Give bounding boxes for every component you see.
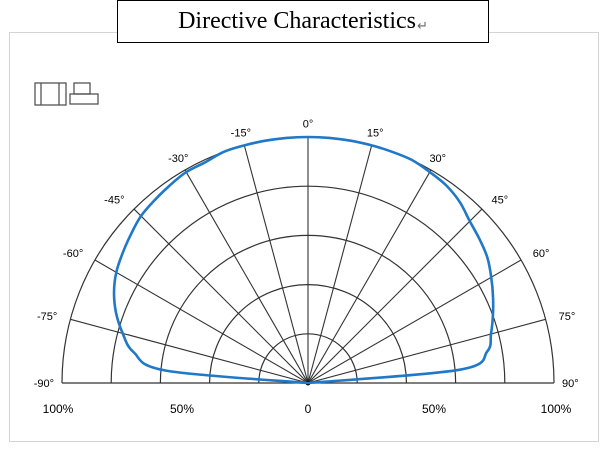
spoke--15 (243, 145, 309, 384)
radial-label: 100% (541, 402, 572, 416)
angle-label: -45° (104, 194, 124, 206)
angle-label: -30° (168, 153, 188, 165)
spoke-30 (307, 169, 432, 384)
directivity-curve-0 (112, 135, 495, 385)
radial-labels: 100% 50% 0 50% 100% (43, 402, 572, 416)
spoke--30 (184, 169, 309, 384)
spoke-75 (307, 318, 546, 384)
angle-label: 60° (533, 248, 550, 260)
angle-label: 90° (562, 378, 579, 390)
paragraph-mark: ↵ (416, 17, 428, 33)
title-box: Directive Characteristics ↵ (117, 0, 489, 43)
panel-layout-icon[interactable] (34, 82, 67, 106)
angle-labels: -90° -75° -60° -45° -30° -15° 0° 15° 30° 45° 60° 75… (34, 118, 579, 390)
spoke-45 (307, 208, 483, 384)
radial-label: 50% (422, 402, 446, 416)
angle-label: -75° (37, 311, 57, 323)
angle-label: -15° (231, 127, 251, 139)
radial-label: 100% (43, 402, 74, 416)
chart-title: Directive Characteristics (178, 8, 416, 34)
chart-frame (9, 32, 599, 442)
printer-icon[interactable] (69, 82, 99, 105)
radial-label: 0 (305, 402, 312, 416)
spoke-15 (307, 145, 373, 384)
angle-label: -90° (34, 378, 54, 390)
angle-label: 75° (559, 311, 576, 323)
angle-label: -60° (63, 248, 83, 260)
spoke--60 (94, 259, 309, 384)
angle-label: 15° (367, 127, 384, 139)
angle-label: 30° (429, 153, 446, 165)
polar-grid (61, 136, 555, 386)
spoke--75 (70, 318, 309, 384)
angle-label: 45° (492, 194, 509, 206)
spoke--45 (133, 208, 309, 384)
radial-label: 50% (170, 402, 194, 416)
angle-label: 0° (303, 118, 314, 130)
spoke-60 (307, 259, 522, 384)
directivity-curve-layer (112, 135, 495, 385)
